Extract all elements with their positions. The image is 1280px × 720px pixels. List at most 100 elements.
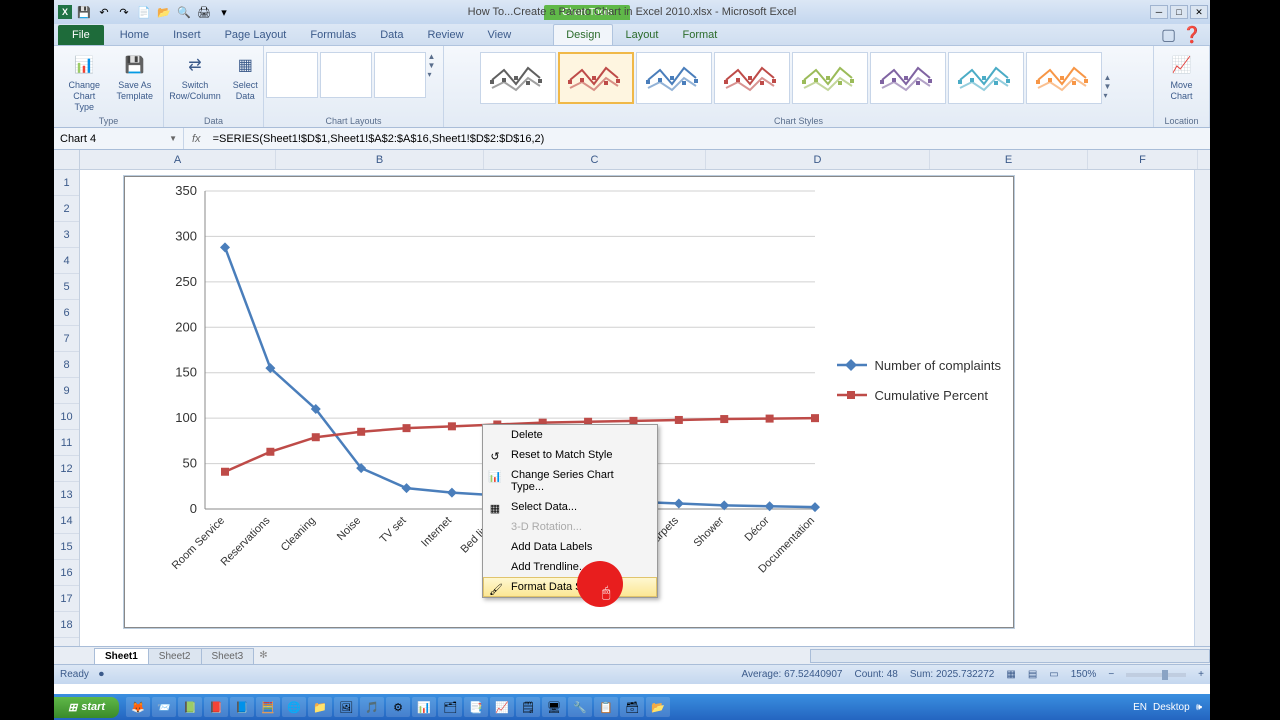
- new-sheet-icon[interactable]: ✻: [259, 650, 267, 661]
- chart-layout-3[interactable]: [374, 52, 426, 98]
- taskbar-item-11[interactable]: 📊: [412, 697, 436, 717]
- macro-record-icon[interactable]: ⏺: [99, 669, 104, 680]
- layout-gallery-up-icon[interactable]: ▲: [428, 52, 442, 61]
- column-header-A[interactable]: A: [80, 150, 276, 169]
- chart-style-7[interactable]: [948, 52, 1024, 104]
- taskbar-item-7[interactable]: 📁: [308, 697, 332, 717]
- ctx-reset-to-match-style[interactable]: ↺Reset to Match Style: [483, 445, 657, 465]
- taskbar-item-18[interactable]: 📋: [594, 697, 618, 717]
- row-header-16[interactable]: 16: [54, 560, 79, 586]
- name-box-dropdown-icon[interactable]: ▼: [169, 134, 177, 143]
- undo-icon[interactable]: ↶: [96, 4, 112, 20]
- chart-style-4[interactable]: [714, 52, 790, 104]
- lang-indicator[interactable]: EN: [1133, 702, 1147, 713]
- legend-item[interactable]: Number of complaints: [837, 357, 1001, 373]
- taskbar-item-10[interactable]: ⚙: [386, 697, 410, 717]
- open-icon[interactable]: 📂: [156, 4, 172, 20]
- taskbar-item-19[interactable]: 🗃: [620, 697, 644, 717]
- start-button[interactable]: ⊞ start: [54, 697, 119, 718]
- chart-style-3[interactable]: [636, 52, 712, 104]
- row-header-5[interactable]: 5: [54, 274, 79, 300]
- row-header-10[interactable]: 10: [54, 404, 79, 430]
- chart-style-1[interactable]: [480, 52, 556, 104]
- view-normal-icon[interactable]: ▦: [1006, 669, 1015, 680]
- redo-icon[interactable]: ↷: [116, 4, 132, 20]
- chart-style-2[interactable]: [558, 52, 634, 104]
- taskbar-item-6[interactable]: 🌐: [282, 697, 306, 717]
- tab-insert[interactable]: Insert: [161, 25, 213, 45]
- row-header-6[interactable]: 6: [54, 300, 79, 326]
- tab-review[interactable]: Review: [415, 25, 475, 45]
- row-header-4[interactable]: 4: [54, 248, 79, 274]
- tab-design[interactable]: Design: [553, 24, 613, 45]
- row-header-2[interactable]: 2: [54, 196, 79, 222]
- chart-style-6[interactable]: [870, 52, 946, 104]
- desktop-label[interactable]: Desktop: [1153, 702, 1190, 713]
- tab-view[interactable]: View: [476, 25, 524, 45]
- tab-formulas[interactable]: Formulas: [298, 25, 368, 45]
- switch-row-column-button[interactable]: ⇄ Switch Row/Column: [165, 52, 225, 104]
- style-gallery-down-icon[interactable]: ▼: [1104, 82, 1118, 91]
- name-box[interactable]: Chart 4 ▼: [54, 128, 184, 149]
- column-header-F[interactable]: F: [1088, 150, 1198, 169]
- taskbar-item-15[interactable]: 🗒: [516, 697, 540, 717]
- row-header-18[interactable]: 18: [54, 612, 79, 638]
- taskbar-item-14[interactable]: 📈: [490, 697, 514, 717]
- new-icon[interactable]: 📄: [136, 4, 152, 20]
- row-header-11[interactable]: 11: [54, 430, 79, 456]
- tab-data[interactable]: Data: [368, 25, 415, 45]
- chart-style-8[interactable]: [1026, 52, 1102, 104]
- ctx-delete[interactable]: Delete: [483, 425, 657, 445]
- move-chart-button[interactable]: 📈 Move Chart: [1166, 52, 1198, 104]
- tab-page-layout[interactable]: Page Layout: [213, 25, 299, 45]
- taskbar-item-12[interactable]: 🗂: [438, 697, 462, 717]
- taskbar-item-16[interactable]: 🖥: [542, 697, 566, 717]
- row-header-3[interactable]: 3: [54, 222, 79, 248]
- sheet-tab-sheet2[interactable]: Sheet2: [148, 648, 202, 664]
- row-header-17[interactable]: 17: [54, 586, 79, 612]
- row-header-8[interactable]: 8: [54, 352, 79, 378]
- layout-gallery-more-icon[interactable]: ▾: [428, 70, 442, 79]
- sheet-tab-sheet3[interactable]: Sheet3: [201, 648, 255, 664]
- chart-style-5[interactable]: [792, 52, 868, 104]
- taskbar-item-17[interactable]: 🔧: [568, 697, 592, 717]
- column-header-C[interactable]: C: [484, 150, 706, 169]
- ribbon-minimize-icon[interactable]: ▢: [1161, 25, 1176, 45]
- column-header-B[interactable]: B: [276, 150, 484, 169]
- tab-layout[interactable]: Layout: [613, 25, 670, 45]
- taskbar-item-13[interactable]: 📑: [464, 697, 488, 717]
- taskbar-item-0[interactable]: 🦊: [126, 697, 150, 717]
- minimize-button[interactable]: ─: [1150, 5, 1168, 19]
- save-icon[interactable]: 💾: [76, 4, 92, 20]
- zoom-out-icon[interactable]: −: [1108, 669, 1114, 680]
- taskbar-item-3[interactable]: 📕: [204, 697, 228, 717]
- row-header-14[interactable]: 14: [54, 508, 79, 534]
- zoom-slider[interactable]: [1126, 673, 1186, 677]
- ctx-add-trendline[interactable]: Add Trendline...: [483, 557, 657, 577]
- zoom-in-icon[interactable]: +: [1198, 669, 1204, 680]
- legend-item[interactable]: Cumulative Percent: [837, 387, 1001, 403]
- chart-layout-2[interactable]: [320, 52, 372, 98]
- view-pagebreak-icon[interactable]: ▭: [1049, 669, 1058, 680]
- formula-input[interactable]: =SERIES(Sheet1!$D$1,Sheet1!$A$2:$A$16,Sh…: [209, 133, 1210, 145]
- taskbar-item-4[interactable]: 📘: [230, 697, 254, 717]
- maximize-button[interactable]: □: [1170, 5, 1188, 19]
- close-button[interactable]: ✕: [1190, 5, 1208, 19]
- style-gallery-up-icon[interactable]: ▲: [1104, 73, 1118, 82]
- tab-home[interactable]: Home: [108, 25, 161, 45]
- horizontal-scrollbar[interactable]: [810, 649, 1210, 663]
- zoom-level[interactable]: 150%: [1071, 669, 1097, 680]
- vertical-scrollbar[interactable]: [1194, 170, 1210, 646]
- row-header-12[interactable]: 12: [54, 456, 79, 482]
- chart-layout-1[interactable]: [266, 52, 318, 98]
- row-header-15[interactable]: 15: [54, 534, 79, 560]
- row-header-7[interactable]: 7: [54, 326, 79, 352]
- taskbar-item-8[interactable]: 🖼: [334, 697, 358, 717]
- row-header-1[interactable]: 1: [54, 170, 79, 196]
- style-gallery-more-icon[interactable]: ▾: [1104, 91, 1118, 100]
- sheet-tab-sheet1[interactable]: Sheet1: [94, 648, 149, 664]
- print-preview-icon[interactable]: 🔍: [176, 4, 192, 20]
- taskbar-item-5[interactable]: 🧮: [256, 697, 280, 717]
- change-chart-type-button[interactable]: 📊 Change Chart Type: [60, 52, 108, 114]
- tray-icon[interactable]: 🕪: [1196, 702, 1202, 713]
